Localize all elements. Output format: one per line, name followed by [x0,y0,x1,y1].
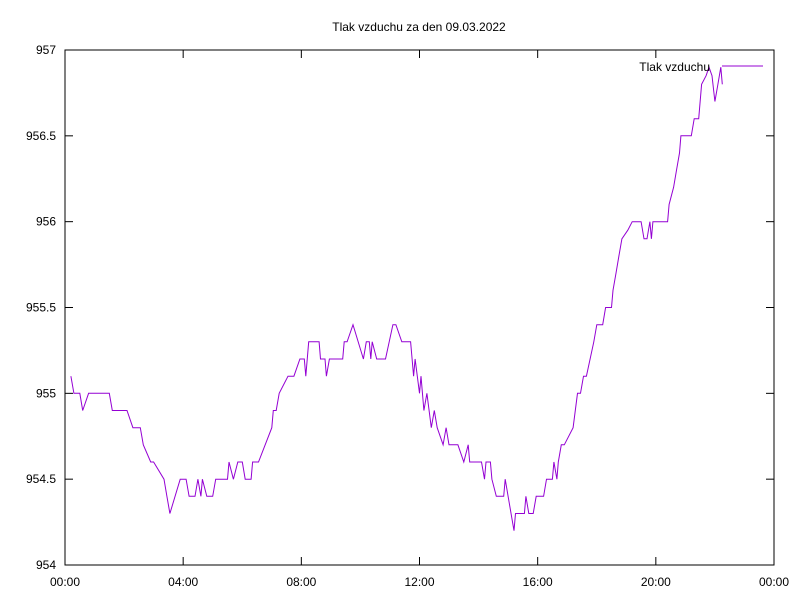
x-tick-label: 04:00 [168,575,198,589]
x-tick-label: 16:00 [523,575,553,589]
x-tick-label: 12:00 [404,575,434,589]
x-tick-label: 00:00 [759,575,789,589]
x-tick-label: 00:00 [50,575,80,589]
y-tick-label: 956.5 [26,129,56,143]
x-axis: 00:00 04:00 08:00 12:00 16:00 20:00 00:00 [50,50,789,589]
legend: Tlak vzduchu [639,60,763,74]
x-tick-label: 08:00 [286,575,316,589]
legend-label: Tlak vzduchu [639,60,710,74]
y-tick-label: 955 [36,386,56,400]
y-tick-label: 954 [36,558,56,572]
y-tick-label: 957 [36,43,56,57]
y-tick-label: 954.5 [26,472,56,486]
series-line [70,65,723,531]
y-tick-label: 955.5 [26,301,56,315]
x-tick-label: 20:00 [641,575,671,589]
chart-title: Tlak vzduchu za den 09.03.2022 [332,20,506,34]
series-layer [70,65,723,531]
y-tick-label: 956 [36,215,56,229]
y-axis: 954 954.5 955 955.5 956 956.5 957 [26,43,774,572]
